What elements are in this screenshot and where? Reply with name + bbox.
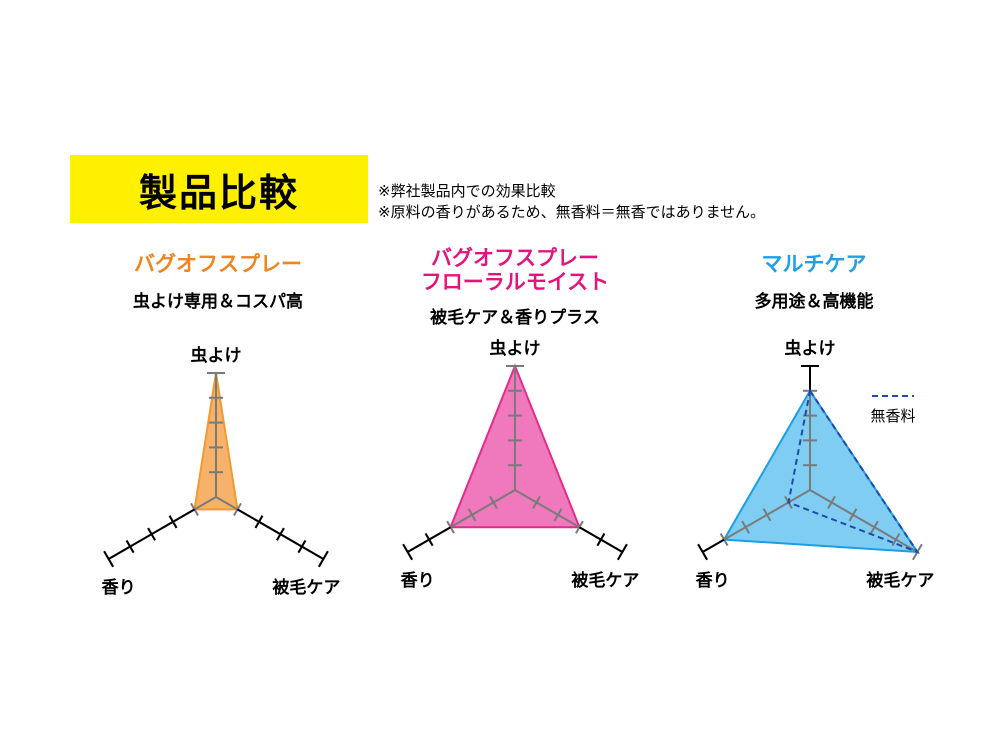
legend-label: 無香料 <box>870 407 915 425</box>
note-line: ※弊社製品内での効果比較 <box>378 182 556 200</box>
axis-line <box>809 489 918 553</box>
product-name-line: マルチケア <box>761 252 867 276</box>
axis-tick <box>254 515 264 529</box>
axis-tick <box>424 533 434 547</box>
product-tagline: 被毛ケア＆香りプラス <box>430 308 600 328</box>
axis-tick <box>467 508 477 522</box>
axis-tick <box>125 540 135 554</box>
product-name: バグオフスプレー フローラルモイスト <box>365 246 665 294</box>
axis-tick <box>276 527 285 541</box>
extra-series-line <box>787 388 920 555</box>
axis-tick <box>596 533 606 547</box>
axis-tick <box>741 520 750 534</box>
axis-label-insect: 虫よけ <box>191 345 242 366</box>
axis-tick <box>762 508 772 522</box>
product-name: マルチケア <box>664 252 964 276</box>
axis-tick <box>402 543 413 561</box>
axis-tick <box>827 495 836 509</box>
page-title: 製品比較 <box>138 170 299 215</box>
axis-label-scent: 香り <box>102 578 136 598</box>
axis-tick <box>870 520 879 534</box>
product-name-line: フローラルモイスト <box>420 270 610 294</box>
axis-tick <box>147 527 156 541</box>
axis-tick <box>168 515 178 529</box>
product-name-line: バグオフスプレー <box>134 252 302 276</box>
axis-tick <box>318 550 329 568</box>
product-name-line: バグオフスプレー <box>431 246 599 270</box>
axis-tick <box>553 508 563 522</box>
axis-label-insect: 虫よけ <box>785 338 836 359</box>
axis-label-scent: 香り <box>696 571 730 591</box>
axis-label-insect: 虫よけ <box>490 338 541 359</box>
axis-label-coat-care: 被毛ケア <box>272 577 340 598</box>
axis-line-outer <box>702 538 725 553</box>
title-banner: 製品比較 <box>70 155 368 223</box>
axis-tick <box>891 533 901 547</box>
axis-tick <box>532 495 541 509</box>
product-tagline: 虫よけ専用＆コスパ高 <box>133 292 303 312</box>
product-tagline: 多用途＆高機能 <box>754 292 874 312</box>
axis-label-scent: 香り <box>401 571 435 591</box>
notes: ※弊社製品内での効果比較 ※原料の香りがあるため、無香料＝無香ではありません。 <box>378 181 765 223</box>
axis-tick <box>617 543 628 561</box>
axis-tick <box>103 550 114 568</box>
axis-tick <box>697 543 708 561</box>
axis-tick <box>848 508 858 522</box>
product-name: バグオフスプレー <box>68 252 368 276</box>
axis-label-coat-care: 被毛ケア <box>866 570 934 591</box>
note-line: ※原料の香りがあるため、無香料＝無香ではありません。 <box>378 203 766 221</box>
axis-tick <box>489 495 498 509</box>
axis-label-coat-care: 被毛ケア <box>571 570 639 591</box>
axis-tick <box>297 540 307 554</box>
